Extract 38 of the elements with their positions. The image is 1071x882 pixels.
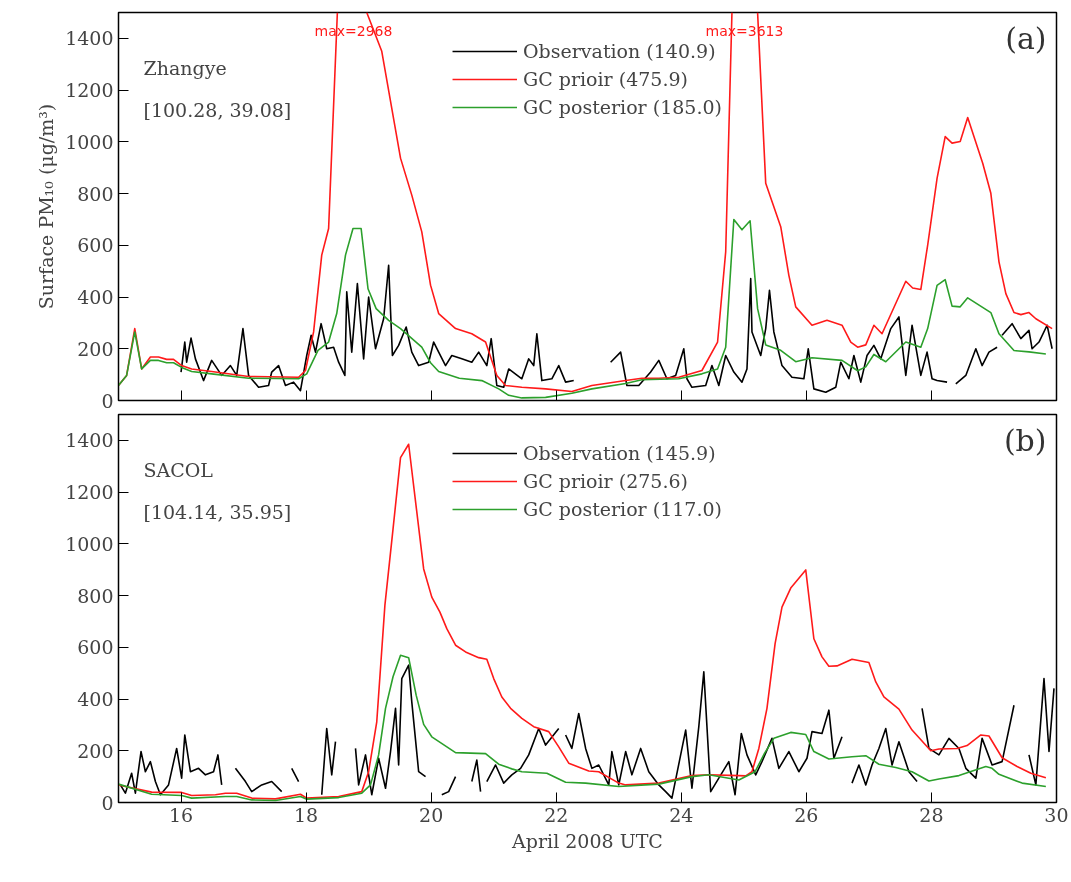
y-tick-label: 1400 (65, 27, 114, 50)
y-tick-label: 200 (77, 337, 114, 360)
x-tick-label: 16 (168, 803, 194, 826)
annotation: (b) (1003, 422, 1047, 458)
annotation: (a) (1005, 20, 1047, 56)
y-tick-label: 400 (77, 286, 114, 309)
x-tick-label: 22 (544, 803, 569, 826)
y-tick-label: 1200 (65, 79, 114, 102)
legend-label: GC posterior (185.0) (523, 96, 722, 118)
annotation: [104.14, 35.95] (143, 500, 292, 523)
y-tick-label: 800 (77, 584, 114, 607)
y-tick-label: 600 (77, 234, 114, 257)
x-tick-label: 26 (794, 803, 819, 826)
y-tick-label: 0 (101, 389, 114, 412)
y-tick-label: 0 (101, 791, 114, 814)
y-tick-label: 1000 (65, 532, 114, 555)
y-tick-label: 1400 (65, 429, 114, 452)
legend-label: GC prioir (275.6) (523, 470, 688, 492)
y-tick-label: 400 (77, 688, 114, 711)
x-tick-label: 30 (1044, 803, 1069, 826)
y-tick-label: 200 (77, 739, 114, 762)
x-tick-label: 28 (919, 803, 944, 826)
legend-label: Observation (145.9) (523, 442, 716, 464)
x-tick-label: 24 (669, 803, 694, 826)
legend-label: GC prioir (475.9) (523, 68, 688, 90)
x-axis-title: April 2008 UTC (511, 829, 663, 852)
legend-label: GC posterior (117.0) (523, 498, 722, 520)
annotation: [100.28, 39.08] (143, 98, 292, 121)
y-tick-label: 1000 (65, 130, 114, 153)
legend-label: Observation (140.9) (523, 40, 716, 62)
annotation: Zhangye (143, 56, 227, 79)
y-tick-label: 1200 (65, 481, 114, 504)
annotation: SACOL (143, 458, 214, 481)
y-tick-label: 800 (77, 182, 114, 205)
y-tick-label: 600 (77, 636, 114, 659)
x-tick-label: 18 (294, 803, 319, 826)
x-tick-label: 20 (419, 803, 444, 826)
y-axis-title: Surface PM₁₀ (μg/m³) (35, 103, 58, 310)
